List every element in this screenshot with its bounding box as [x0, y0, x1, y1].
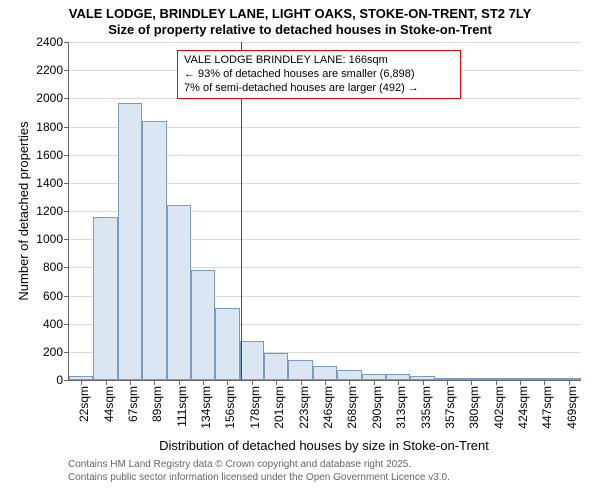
x-tick-label: 223sqm: [297, 386, 311, 429]
x-tick-mark: [496, 380, 497, 385]
x-tick-mark: [447, 380, 448, 385]
x-tick-label: 447sqm: [540, 386, 554, 429]
histogram-bar: [167, 205, 191, 380]
histogram-bar: [191, 270, 215, 380]
x-tick-mark: [325, 380, 326, 385]
x-tick-label: 380sqm: [467, 386, 481, 429]
grid-line: [69, 42, 581, 43]
x-tick-mark: [471, 380, 472, 385]
y-tick-label: 800: [23, 260, 69, 274]
x-tick-mark: [349, 380, 350, 385]
y-tick-label: 200: [23, 345, 69, 359]
x-tick-label: 89sqm: [150, 386, 164, 422]
y-tick-label: 2000: [23, 91, 69, 105]
y-tick-label: 2400: [23, 35, 69, 49]
x-tick-mark: [203, 380, 204, 385]
histogram-bar: [215, 308, 239, 380]
x-tick-label: 156sqm: [223, 386, 237, 429]
histogram-bar: [264, 353, 288, 380]
x-tick-mark: [544, 380, 545, 385]
y-tick-label: 1400: [23, 176, 69, 190]
x-tick-mark: [227, 380, 228, 385]
info-box: VALE LODGE BRINDLEY LANE: 166sqm← 93% of…: [177, 50, 461, 99]
x-tick-label: 469sqm: [565, 386, 579, 429]
x-tick-mark: [130, 380, 131, 385]
x-tick-label: 134sqm: [199, 386, 213, 429]
y-tick-label: 1200: [23, 204, 69, 218]
x-tick-label: 313sqm: [394, 386, 408, 429]
x-tick-mark: [398, 380, 399, 385]
histogram-bar: [337, 370, 361, 380]
y-tick-label: 2200: [23, 63, 69, 77]
x-tick-label: 424sqm: [516, 386, 530, 429]
x-tick-label: 335sqm: [419, 386, 433, 429]
x-tick-mark: [252, 380, 253, 385]
y-tick-label: 400: [23, 317, 69, 331]
x-tick-label: 178sqm: [248, 386, 262, 429]
x-tick-label: 268sqm: [345, 386, 359, 429]
info-box-line: VALE LODGE BRINDLEY LANE: 166sqm: [184, 54, 454, 68]
x-tick-mark: [179, 380, 180, 385]
x-tick-mark: [374, 380, 375, 385]
y-tick-label: 0: [23, 373, 69, 387]
x-axis-title: Distribution of detached houses by size …: [68, 438, 580, 453]
x-tick-label: 111sqm: [175, 386, 189, 427]
footer-line1: Contains HM Land Registry data © Crown c…: [68, 458, 450, 471]
histogram-bar: [240, 341, 264, 380]
x-tick-mark: [106, 380, 107, 385]
footer: Contains HM Land Registry data © Crown c…: [68, 458, 450, 484]
x-tick-label: 290sqm: [370, 386, 384, 429]
x-tick-mark: [301, 380, 302, 385]
x-tick-label: 22sqm: [77, 386, 91, 422]
histogram-bar: [93, 217, 117, 380]
histogram-bar: [118, 103, 142, 380]
y-tick-label: 600: [23, 289, 69, 303]
footer-line2: Contains public sector information licen…: [68, 471, 450, 484]
x-tick-label: 246sqm: [321, 386, 335, 429]
x-tick-label: 44sqm: [102, 386, 116, 422]
histogram-bar: [313, 366, 337, 380]
y-tick-label: 1800: [23, 120, 69, 134]
x-tick-label: 67sqm: [126, 386, 140, 422]
x-tick-mark: [276, 380, 277, 385]
y-tick-label: 1600: [23, 148, 69, 162]
histogram-bar: [288, 360, 312, 380]
x-tick-label: 357sqm: [443, 386, 457, 429]
x-tick-mark: [569, 380, 570, 385]
y-tick-label: 1000: [23, 232, 69, 246]
x-tick-mark: [423, 380, 424, 385]
chart-title-line2: Size of property relative to detached ho…: [0, 22, 600, 38]
x-tick-mark: [520, 380, 521, 385]
chart-title-line1: VALE LODGE, BRINDLEY LANE, LIGHT OAKS, S…: [0, 6, 600, 22]
x-tick-label: 201sqm: [272, 386, 286, 429]
x-tick-label: 402sqm: [492, 386, 506, 429]
chart-container: VALE LODGE, BRINDLEY LANE, LIGHT OAKS, S…: [0, 0, 600, 500]
x-tick-mark: [154, 380, 155, 385]
histogram-bar: [142, 121, 166, 380]
info-box-line: 7% of semi-detached houses are larger (4…: [184, 82, 454, 96]
info-box-line: ← 93% of detached houses are smaller (6,…: [184, 68, 454, 82]
x-tick-mark: [81, 380, 82, 385]
plot-area: 0200400600800100012001400160018002000220…: [68, 42, 581, 381]
